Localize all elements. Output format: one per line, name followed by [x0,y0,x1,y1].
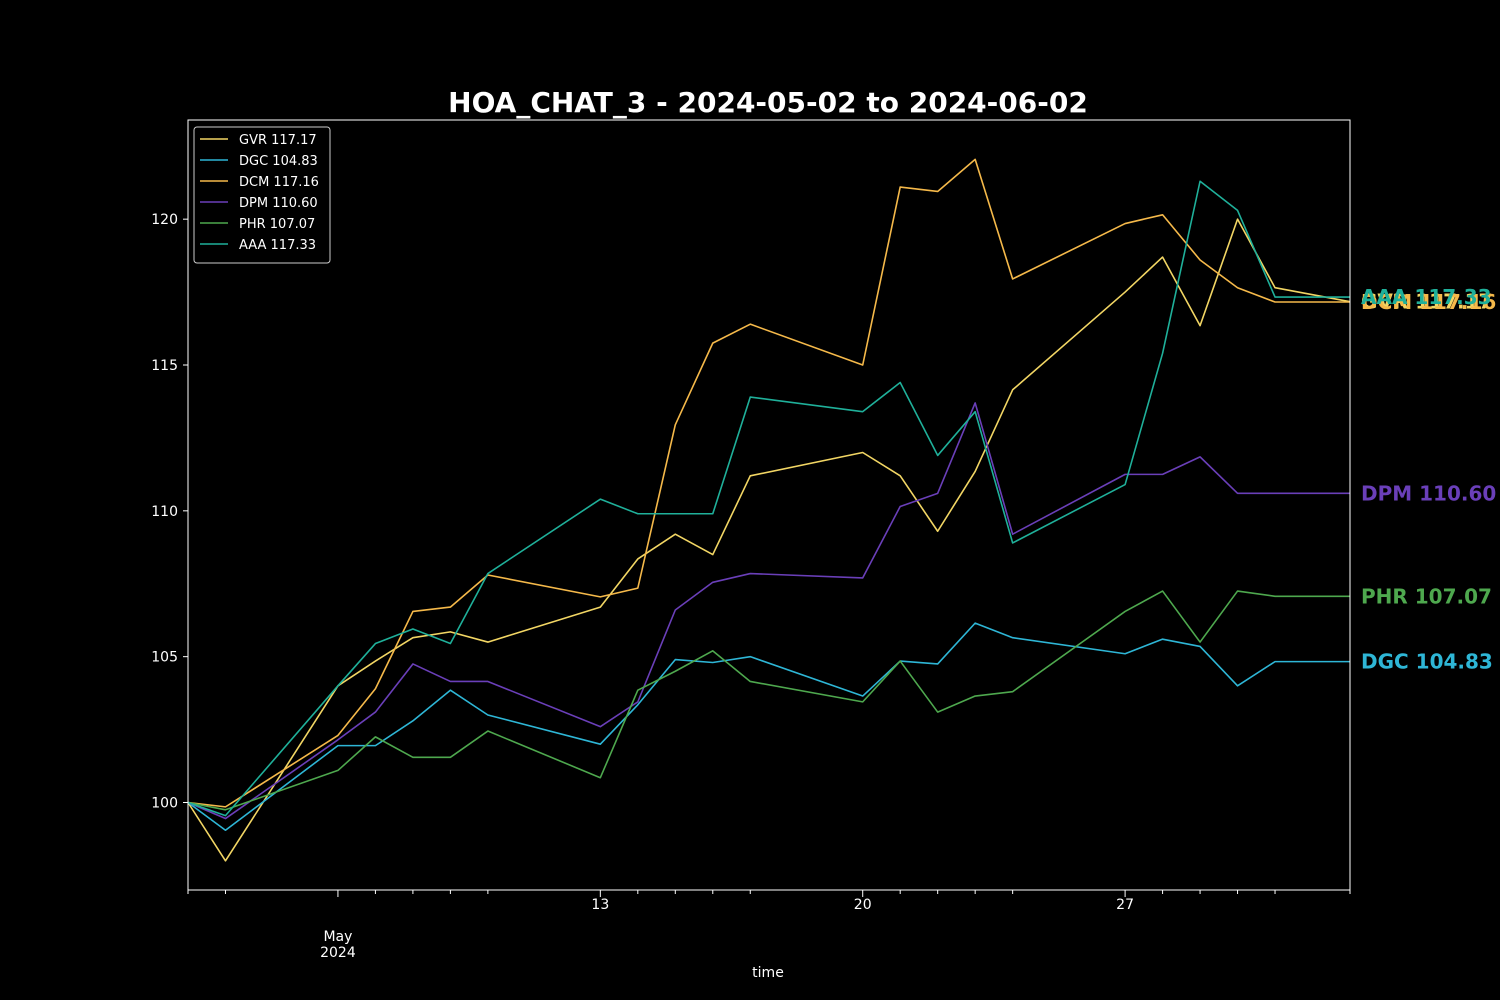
chart-title: HOA_CHAT_3 - 2024-05-02 to 2024-06-02 [448,86,1088,119]
y-axis: 100 105 110 115 120 [151,212,188,812]
legend-box [193,126,331,264]
series-line-dcm [187,158,1350,808]
end-label: PHR 107.07 [1361,584,1492,608]
series-layer [187,158,1351,862]
series-line-gvr [187,218,1351,862]
x-tick-label: 2024 [320,945,356,961]
end-label: DGC 104.83 [1361,650,1493,674]
y-tick-label: 115 [151,358,178,374]
plot-frame [187,119,1351,891]
y-tick-label: 105 [151,650,178,666]
y-tick-label: 120 [151,212,178,228]
x-axis-label: time [752,965,784,981]
y-tick-label: 100 [151,796,178,812]
end-labels: GVR 117.17 DGC 104.83 DCM 117.16 DPM 110.60… [1361,285,1496,674]
x-tick-label: 27 [1116,897,1134,913]
y-tick-label: 110 [151,504,178,520]
series-line-dpm [187,402,1350,820]
legend-entry: DCM 117.16 [239,175,319,190]
x-tick-label: May [323,929,352,945]
legend-entry: GVR 117.17 [239,133,317,148]
x-tick-label: 13 [591,897,609,913]
series-line-aaa [187,180,1350,817]
legend-entry: PHR 107.07 [239,217,315,232]
legend-entry: AAA 117.33 [239,238,316,253]
end-label: AAA 117.33 [1361,285,1492,309]
x-tick-label: 20 [854,897,872,913]
legend-entry: DPM 110.60 [239,196,318,211]
legend: GVR 117.17 DGC 104.83 DCM 117.16 DPM 110.60… [193,126,331,264]
end-label: DCM 117.16 [1361,290,1496,314]
series-line-phr [187,590,1350,811]
end-label: DPM 110.60 [1361,481,1496,505]
end-label: GVR 117.17 [1361,290,1492,314]
series-line-dgc [187,622,1350,832]
legend-entry: DGC 104.83 [239,154,318,169]
